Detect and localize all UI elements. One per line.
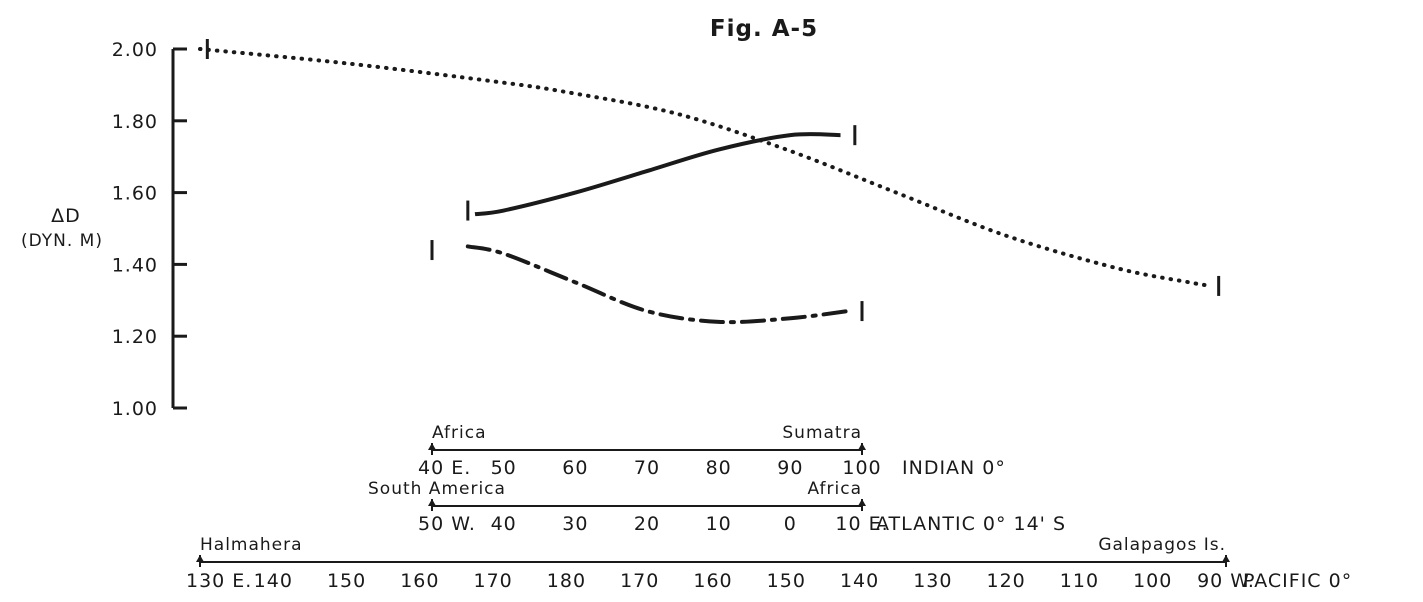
x-axis-name: INDIAN 0°	[902, 457, 1006, 479]
x-axis-end-label: Galapagos Is.	[1098, 535, 1226, 555]
x-tick-label: 130 E.	[186, 570, 252, 592]
x-axis-name: PACIFIC 0°	[1243, 570, 1352, 592]
y-axis-unit: (DYN. M)	[21, 231, 103, 251]
x-axis-start-label: Halmahera	[200, 535, 303, 555]
y-axis-label: ΔD	[51, 205, 81, 227]
x-tick-label: 120	[987, 570, 1026, 592]
y-tick-label: 1.40	[112, 254, 158, 276]
landmark-triangle	[858, 499, 866, 506]
x-tick-label: 40 E.	[418, 457, 471, 479]
landmark-triangle	[428, 499, 436, 506]
x-tick-label: 90	[777, 457, 803, 479]
x-tick-label: 100	[842, 457, 881, 479]
landmark-triangle	[858, 443, 866, 450]
landmark-triangle	[1222, 555, 1230, 562]
series-line-solid-indian	[474, 132, 841, 217]
x-axis-start-label: South America	[368, 479, 506, 499]
x-tick-label: 90 W.	[1197, 570, 1255, 592]
x-tick-label: 10 E.	[835, 513, 888, 535]
x-tick-label: 20	[634, 513, 660, 535]
y-tick-label: 1.80	[112, 111, 158, 133]
x-tick-label: 50 W.	[418, 513, 476, 535]
x-axis-indian: Africa Sumatra 40 E. 50 60 70 80 90 100 INDIAN 0°	[418, 423, 1006, 479]
x-tick-label: 160	[693, 570, 732, 592]
series-line-dotted-pacific	[198, 47, 1214, 288]
x-tick-label: 140	[254, 570, 293, 592]
x-axis-end-label: Africa	[808, 479, 863, 499]
y-axis-ticks: 1.00 1.20 1.40 1.60 1.80 2.00	[112, 39, 187, 420]
end-markers	[205, 39, 1221, 322]
x-tick-label: 60	[562, 457, 588, 479]
x-tick-label: 160	[400, 570, 439, 592]
y-tick-label: 1.60	[112, 183, 158, 205]
x-tick-label: 30	[562, 513, 588, 535]
x-tick-label: 130	[913, 570, 952, 592]
x-tick-label: 170	[474, 570, 513, 592]
x-axis-pacific: Halmahera Galapagos Is.130 E. 140 150 160 170…	[186, 535, 1352, 592]
series-layer	[198, 47, 1214, 325]
y-tick-label: 1.00	[112, 398, 158, 420]
x-tick-label: 100	[1133, 570, 1172, 592]
x-tick-label: 40	[491, 513, 517, 535]
x-axis-start-label: Africa	[432, 423, 487, 443]
chart-title: Fig. A-5	[710, 16, 818, 42]
x-tick-label: 150	[767, 570, 806, 592]
x-tick-label: 10	[706, 513, 732, 535]
x-tick-label: 50	[491, 457, 517, 479]
x-tick-label: 140	[840, 570, 879, 592]
x-tick-label: 110	[1060, 570, 1099, 592]
x-tick-label: 170	[620, 570, 659, 592]
x-axis-name: ATLANTIC 0° 14' S	[876, 513, 1066, 535]
x-tick-label: 0	[784, 513, 797, 535]
y-tick-label: 2.00	[112, 39, 158, 61]
series-line-dash-dot-atlantic	[465, 244, 850, 325]
x-axis-end-label: Sumatra	[782, 423, 862, 443]
x-tick-label: 180	[547, 570, 586, 592]
landmark-triangle	[428, 443, 436, 450]
x-tick-label: 150	[327, 570, 366, 592]
x-tick-label: 70	[634, 457, 660, 479]
x-axis-atlantic: South America Africa 50 W. 40 30 20 10 0 10 E.AT…	[368, 479, 1066, 535]
landmark-triangle	[196, 555, 204, 562]
y-tick-label: 1.20	[112, 326, 158, 348]
x-tick-label: 80	[706, 457, 732, 479]
